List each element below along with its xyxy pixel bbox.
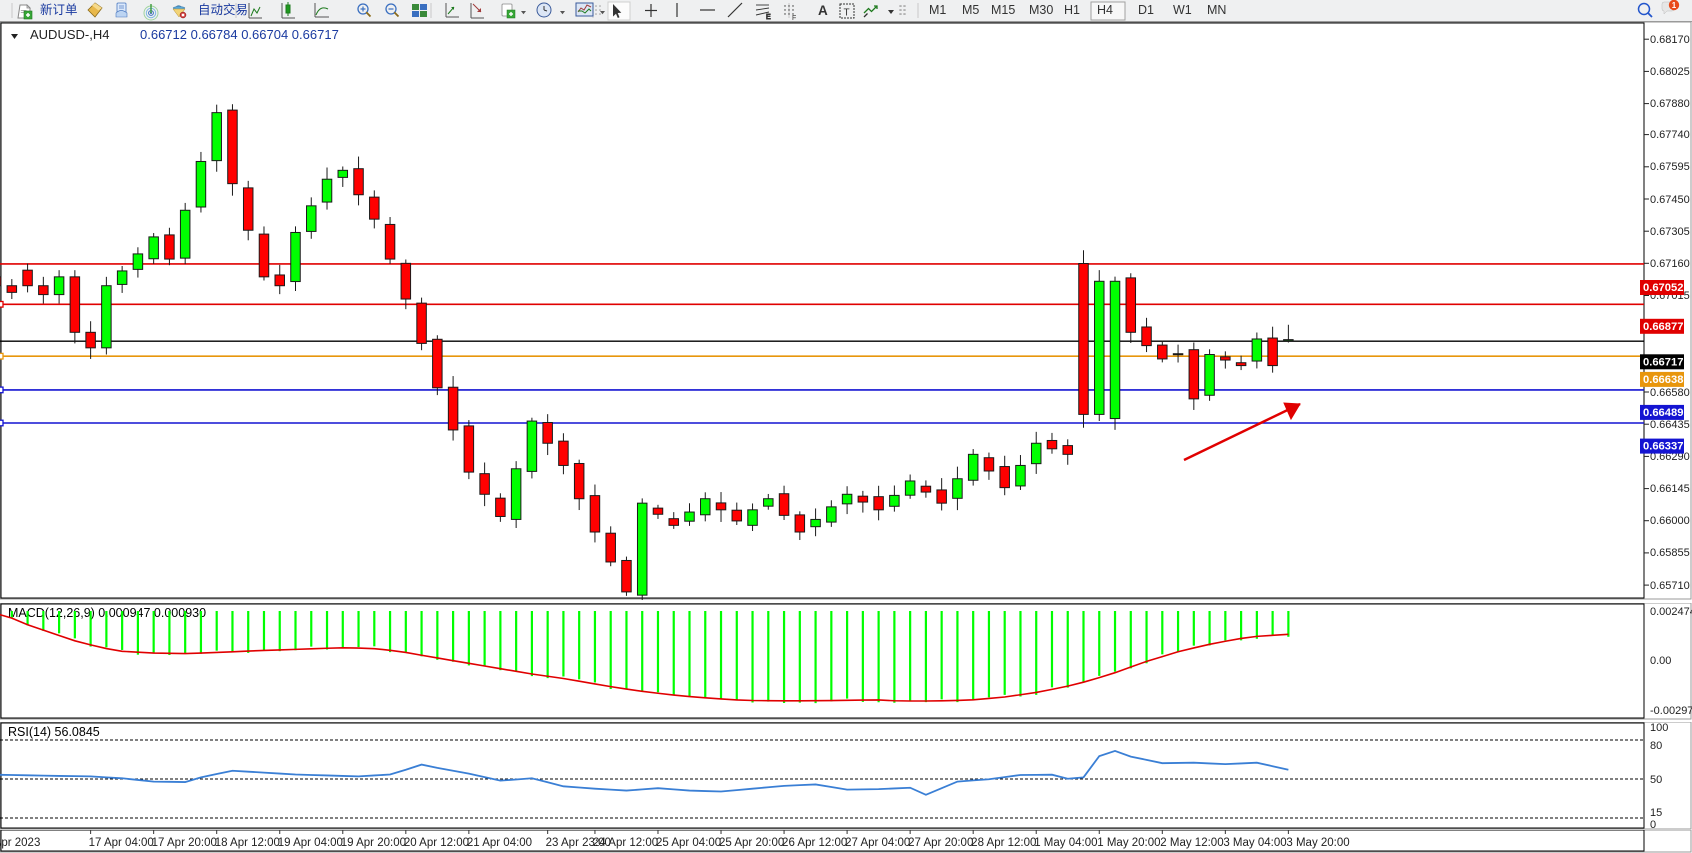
svg-text:28 Apr 12:00: 28 Apr 12:00 bbox=[971, 837, 1036, 849]
svg-text:19 Apr 04:00: 19 Apr 04:00 bbox=[278, 837, 343, 849]
svg-text:W1: W1 bbox=[1173, 3, 1192, 17]
svg-text:0.67305: 0.67305 bbox=[1650, 226, 1690, 238]
svg-text:0.67740: 0.67740 bbox=[1650, 129, 1690, 141]
svg-text:A: A bbox=[818, 3, 828, 18]
svg-text:0.66712 0.66784 0.66704 0.6671: 0.66712 0.66784 0.66704 0.66717 bbox=[140, 27, 339, 42]
svg-text:0: 0 bbox=[1650, 819, 1656, 830]
svg-text:新订单: 新订单 bbox=[40, 2, 78, 17]
svg-text:15: 15 bbox=[1650, 807, 1662, 819]
svg-text:M5: M5 bbox=[962, 3, 979, 17]
svg-text:E: E bbox=[766, 14, 771, 21]
svg-text:1: 1 bbox=[1672, 1, 1677, 10]
svg-text:100: 100 bbox=[1650, 722, 1668, 734]
svg-text:0.002474: 0.002474 bbox=[1650, 606, 1692, 618]
svg-text:0.00: 0.00 bbox=[1650, 655, 1671, 667]
svg-text:21 Apr 04:00: 21 Apr 04:00 bbox=[467, 837, 532, 849]
svg-text:17 Apr 20:00: 17 Apr 20:00 bbox=[152, 837, 217, 849]
svg-text:0.67595: 0.67595 bbox=[1650, 161, 1690, 173]
svg-text:0.65855: 0.65855 bbox=[1650, 547, 1690, 559]
svg-text:26 Apr 12:00: 26 Apr 12:00 bbox=[782, 837, 847, 849]
svg-text:自动交易: 自动交易 bbox=[198, 2, 248, 17]
svg-text:3 May 20:00: 3 May 20:00 bbox=[1286, 837, 1349, 849]
svg-text:0.66435: 0.66435 bbox=[1650, 419, 1690, 431]
svg-text:0.66337: 0.66337 bbox=[1643, 441, 1683, 453]
svg-text:80: 80 bbox=[1650, 740, 1662, 752]
svg-text:T: T bbox=[844, 8, 850, 19]
svg-text:D1: D1 bbox=[1138, 3, 1154, 17]
svg-text:RSI(14) 56.0845: RSI(14) 56.0845 bbox=[8, 725, 100, 739]
svg-text:27 Apr 04:00: 27 Apr 04:00 bbox=[845, 837, 910, 849]
svg-text:0.67880: 0.67880 bbox=[1650, 98, 1690, 110]
svg-text:1 May 04:00: 1 May 04:00 bbox=[1034, 837, 1097, 849]
svg-text:H1: H1 bbox=[1064, 3, 1080, 17]
svg-text:25 Apr 20:00: 25 Apr 20:00 bbox=[719, 837, 784, 849]
svg-text:0.66717: 0.66717 bbox=[1643, 356, 1683, 368]
svg-text:0.67160: 0.67160 bbox=[1650, 258, 1690, 270]
svg-text:2 May 12:00: 2 May 12:00 bbox=[1160, 837, 1223, 849]
svg-text:0.67450: 0.67450 bbox=[1650, 194, 1690, 206]
svg-text:50: 50 bbox=[1650, 774, 1662, 786]
svg-text:M1: M1 bbox=[929, 3, 946, 17]
svg-text:1 May 20:00: 1 May 20:00 bbox=[1097, 837, 1160, 849]
svg-text:19 Apr 20:00: 19 Apr 20:00 bbox=[341, 837, 406, 849]
svg-text:0.68025: 0.68025 bbox=[1650, 66, 1690, 78]
svg-text:0.67052: 0.67052 bbox=[1643, 282, 1683, 294]
svg-text:0.66000: 0.66000 bbox=[1650, 515, 1690, 527]
svg-text:-0.002974: -0.002974 bbox=[1650, 705, 1692, 717]
svg-text:M15: M15 bbox=[991, 3, 1015, 17]
svg-text:AUDUSD-,H4: AUDUSD-,H4 bbox=[30, 27, 109, 42]
svg-text:0.66638: 0.66638 bbox=[1643, 374, 1683, 386]
svg-text:27 Apr 20:00: 27 Apr 20:00 bbox=[908, 837, 973, 849]
svg-text:3 May 04:00: 3 May 04:00 bbox=[1223, 837, 1286, 849]
svg-text:0.66580: 0.66580 bbox=[1650, 387, 1690, 399]
svg-text:24 Apr 12:00: 24 Apr 12:00 bbox=[593, 837, 658, 849]
svg-text:25 Apr 04:00: 25 Apr 04:00 bbox=[656, 837, 721, 849]
svg-text:H4: H4 bbox=[1097, 3, 1113, 17]
svg-text:F: F bbox=[792, 15, 796, 22]
svg-text:MN: MN bbox=[1207, 3, 1226, 17]
svg-text:0.65710: 0.65710 bbox=[1650, 580, 1690, 592]
svg-text:14 Apr 2023: 14 Apr 2023 bbox=[0, 837, 40, 849]
svg-text:M30: M30 bbox=[1029, 3, 1053, 17]
svg-text:18 Apr 12:00: 18 Apr 12:00 bbox=[215, 837, 280, 849]
svg-text:20 Apr 12:00: 20 Apr 12:00 bbox=[404, 837, 469, 849]
svg-text:0.68170: 0.68170 bbox=[1650, 34, 1690, 46]
svg-text:0.66145: 0.66145 bbox=[1650, 483, 1690, 495]
svg-text:0.66877: 0.66877 bbox=[1643, 321, 1683, 333]
svg-text:17 Apr 04:00: 17 Apr 04:00 bbox=[89, 837, 154, 849]
svg-text:0.66489: 0.66489 bbox=[1643, 407, 1683, 419]
